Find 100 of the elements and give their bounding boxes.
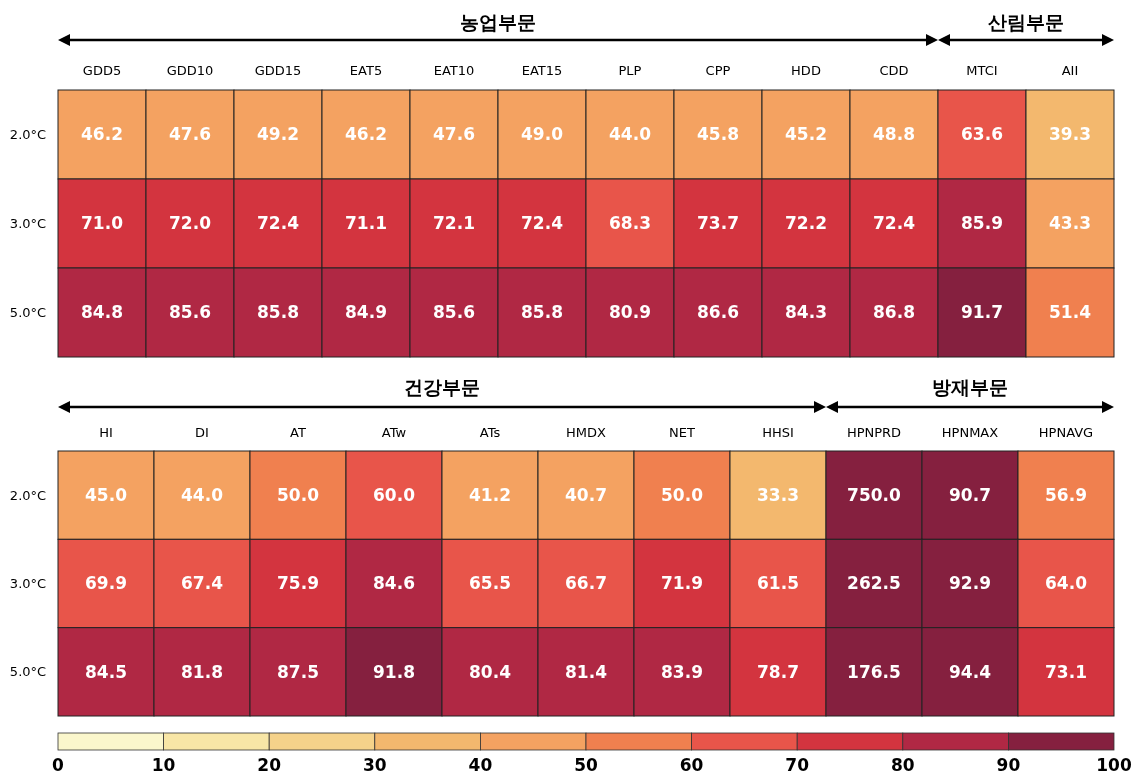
color-bar-label: 100 [1096, 754, 1132, 774]
data-label: 750.0 [847, 485, 902, 506]
data-label: 90.7 [949, 485, 991, 506]
x-tick-label: GDD15 [254, 62, 302, 78]
data-label: 45.0 [85, 485, 128, 506]
x-tick-label: HI [99, 424, 113, 440]
data-label: 33.3 [757, 485, 799, 506]
data-label: 85.9 [961, 213, 1003, 234]
data-label: 80.4 [469, 661, 512, 682]
data-label: 176.5 [847, 661, 901, 682]
data-label: 72.4 [257, 213, 300, 234]
text: 농업부문 [460, 10, 536, 33]
data-label: 72.0 [169, 213, 212, 234]
text: 건강부문 [404, 375, 480, 398]
data-label: 39.3 [1049, 124, 1091, 145]
data-label: 40.7 [565, 485, 607, 506]
data-label: 84.5 [85, 661, 127, 682]
data-label: 94.4 [949, 661, 992, 682]
data-label: 85.6 [169, 302, 211, 323]
data-label: 81.8 [181, 661, 223, 682]
x-tick-label: HHSI [762, 424, 794, 440]
data-label: 61.5 [757, 573, 799, 594]
data-label: 50.0 [277, 485, 320, 506]
data-label: 84.3 [785, 302, 827, 323]
color-bar-label: 80 [890, 754, 915, 774]
x-tick-label: NET [669, 424, 695, 440]
x-tick-label: AT [290, 424, 306, 440]
x-tick-label: HPNAVG [1038, 424, 1094, 440]
y-tick-label: 2.0°C [9, 127, 47, 143]
data-label: 85.6 [433, 302, 475, 323]
color-bar-label: 40 [468, 754, 493, 774]
x-tick-label: PLP [618, 62, 642, 78]
color-bar-label: 50 [574, 754, 598, 774]
data-label: 73.1 [1045, 661, 1087, 682]
data-label: 71.0 [81, 213, 124, 234]
data-label: 72.2 [785, 213, 827, 234]
x-tick-label: HPNMAX [941, 424, 999, 440]
x-tick-label: CDD [879, 62, 909, 78]
data-label: 46.2 [345, 124, 387, 145]
data-label: 91.8 [373, 661, 415, 682]
x-tick-label: GDD10 [166, 62, 214, 78]
data-label: 48.8 [873, 124, 915, 145]
y-tick-label: 3.0°C [9, 216, 47, 232]
data-label: 84.8 [81, 302, 123, 323]
color-bar-label: 20 [257, 754, 282, 774]
data-label: 64.0 [1045, 573, 1088, 594]
color-bar-label: 60 [679, 754, 704, 774]
y-tick-label: 5.0°C [9, 305, 47, 321]
text: 방재부문 [932, 375, 1008, 398]
data-label: 47.6 [433, 124, 475, 145]
x-tick-label: CPP [705, 62, 731, 78]
x-tick-label: ATs [479, 424, 501, 440]
x-tick-label: DI [195, 424, 209, 440]
x-tick-label: MTCI [966, 62, 998, 78]
data-label: 83.9 [661, 661, 703, 682]
data-label: 49.0 [521, 124, 564, 145]
text: 산림부문 [988, 10, 1064, 33]
color-bar-label: 90 [996, 754, 1021, 774]
data-label: 71.9 [661, 573, 703, 594]
data-label: 84.6 [373, 573, 415, 594]
data-label: 78.7 [757, 661, 799, 682]
data-label: 75.9 [277, 573, 319, 594]
data-label: 84.9 [345, 302, 387, 323]
x-tick-label: GDD5 [82, 62, 122, 78]
color-bar-label: 70 [785, 754, 810, 774]
y-tick-label: 5.0°C [9, 664, 47, 680]
data-label: 86.6 [697, 302, 739, 323]
data-label: 41.2 [469, 485, 511, 506]
data-label: 81.4 [565, 661, 608, 682]
data-label: 72.4 [521, 213, 564, 234]
data-label: 46.2 [81, 124, 123, 145]
data-label: 56.9 [1045, 485, 1087, 506]
data-label: 60.0 [373, 485, 416, 506]
data-label: 85.8 [257, 302, 299, 323]
data-label: 91.7 [961, 302, 1003, 323]
data-label: 67.4 [181, 573, 224, 594]
data-label: 73.7 [697, 213, 739, 234]
data-label: 262.5 [847, 573, 901, 594]
data-label: 80.9 [609, 302, 651, 323]
color-bar-label: 0 [52, 754, 65, 774]
data-label: 43.3 [1049, 213, 1091, 234]
data-label: 86.8 [873, 302, 915, 323]
data-label: 68.3 [609, 213, 651, 234]
data-label: 69.9 [85, 573, 127, 594]
data-label: 47.6 [169, 124, 211, 145]
x-tick-label: HMDX [566, 424, 607, 440]
y-tick-label: 2.0°C [9, 487, 47, 503]
y-tick-label: 3.0°C [9, 576, 47, 592]
data-label: 45.2 [785, 124, 827, 145]
data-label: 49.2 [257, 124, 299, 145]
data-label: 92.9 [949, 573, 991, 594]
data-label: 51.4 [1049, 302, 1092, 323]
x-tick-label: AII [1061, 62, 1079, 78]
data-label: 50.0 [661, 485, 704, 506]
x-tick-label: HDD [791, 62, 821, 78]
data-label: 44.0 [181, 485, 224, 506]
x-tick-label: HPNPRD [846, 424, 902, 440]
data-label: 72.1 [433, 213, 475, 234]
data-label: 65.5 [469, 573, 511, 594]
x-tick-label: EAT15 [521, 62, 563, 78]
